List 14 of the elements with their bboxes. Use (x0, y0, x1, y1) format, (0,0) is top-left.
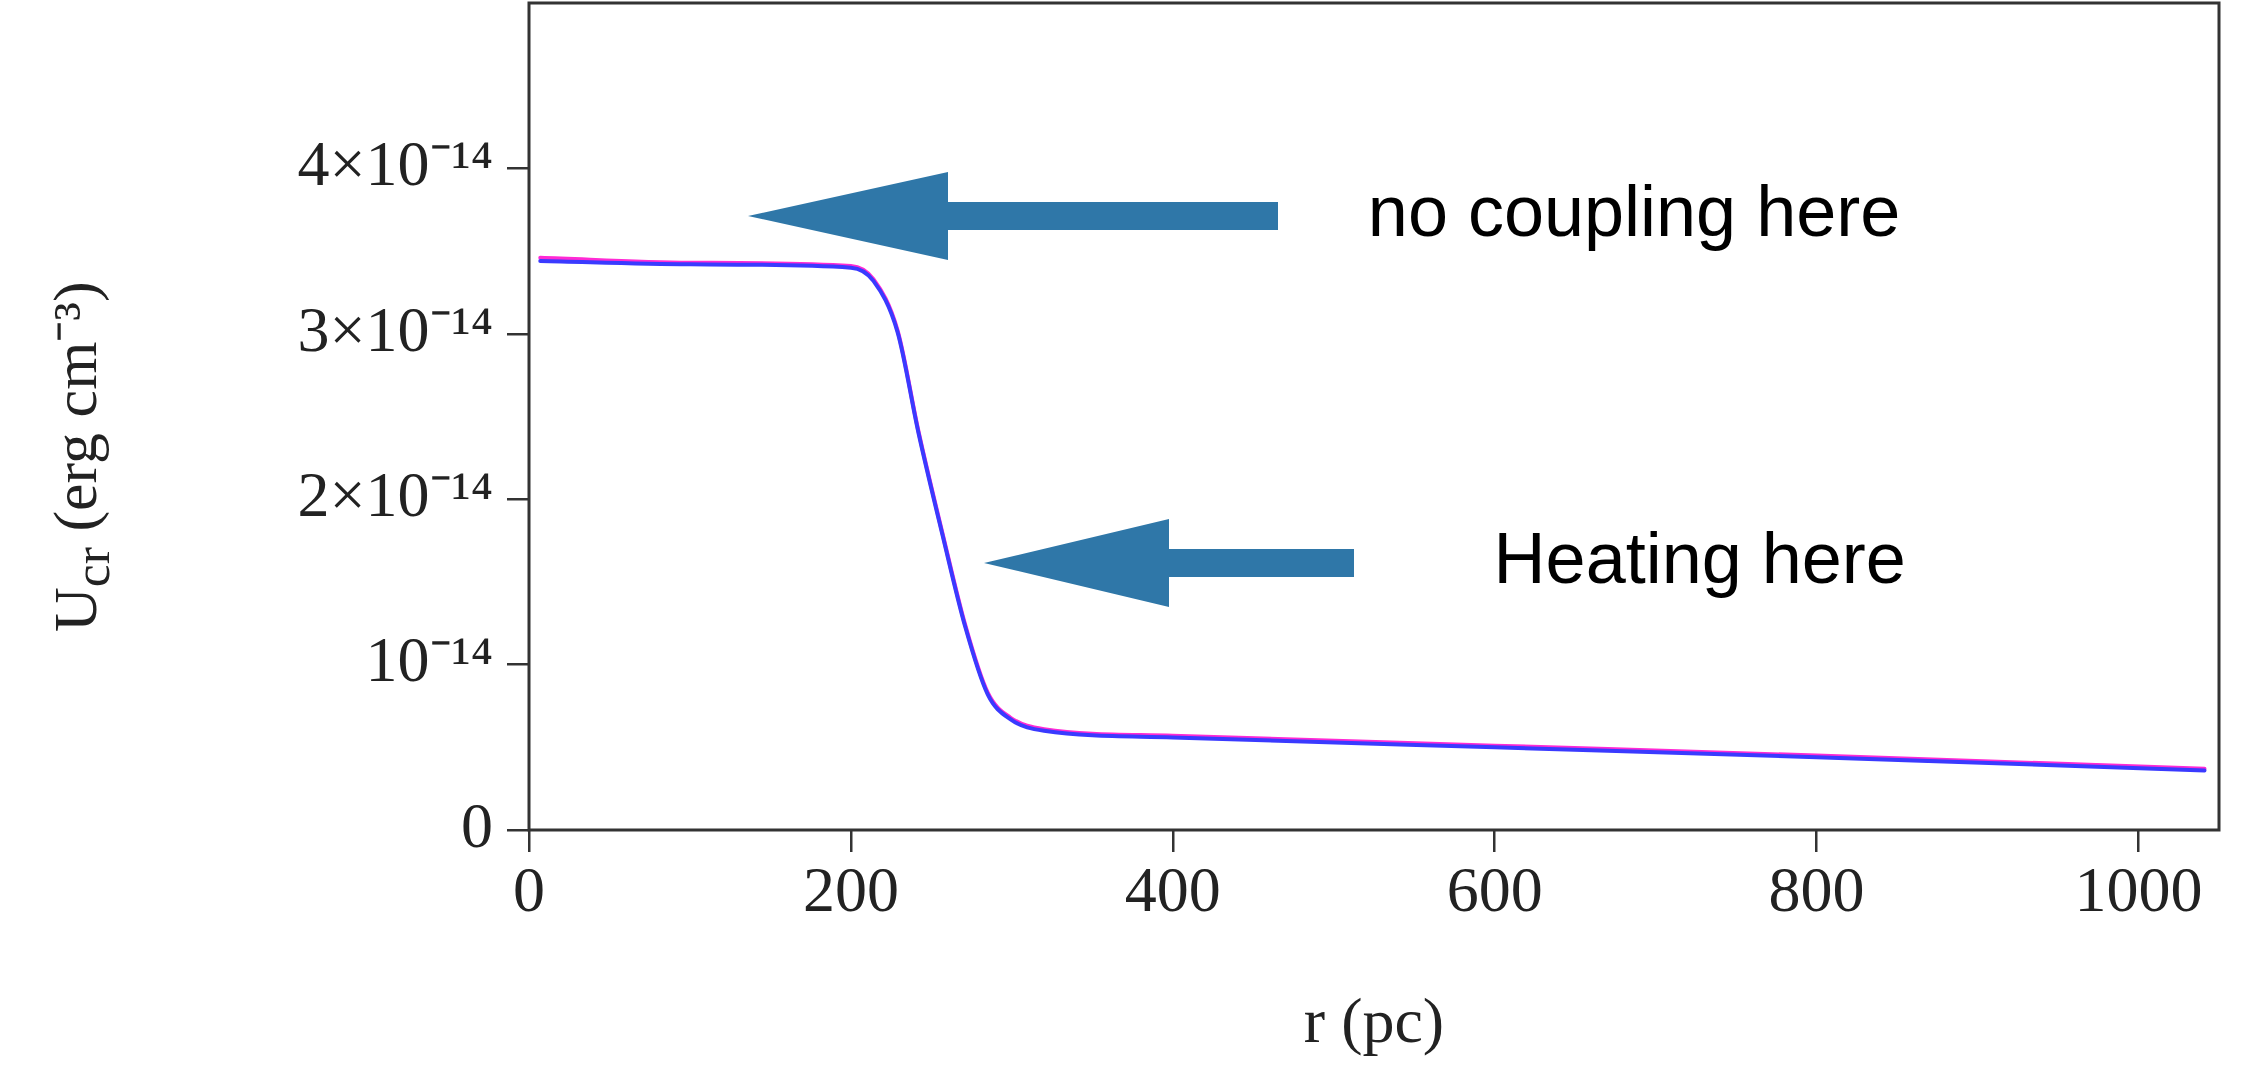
x-axis-title: r (pc) (1303, 985, 1445, 1057)
y-tick-label: 0 (461, 789, 493, 861)
y-tick-label: 3×10⁻¹⁴ (297, 293, 493, 365)
x-tick-label: 400 (1124, 854, 1221, 926)
x-tick-label: 0 (513, 854, 545, 926)
y-tick-label: 4×10⁻¹⁴ (297, 128, 493, 200)
x-tick-label: 800 (1768, 854, 1865, 926)
annotation: no coupling here (1367, 171, 1901, 252)
annotation: Heating here (1493, 517, 1906, 598)
x-tick-label: 600 (1446, 854, 1543, 926)
y-tick-label: 2×10⁻¹⁴ (297, 459, 493, 531)
x-tick-label: 200 (802, 854, 899, 926)
x-tick-label: 1000 (2074, 854, 2203, 926)
y-tick-label: 10⁻¹⁴ (365, 624, 493, 696)
